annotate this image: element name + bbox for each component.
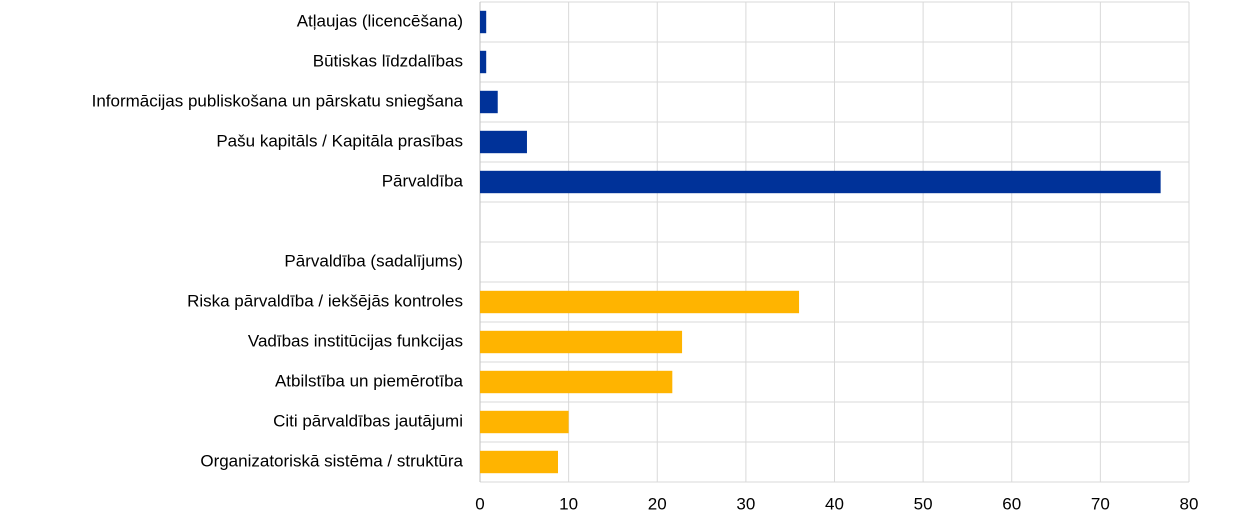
- x-tick-label: 40: [825, 494, 844, 513]
- y-tick-label: Citi pārvaldības jautājumi: [273, 411, 463, 430]
- y-tick-label: Riska pārvaldība / iekšējās kontroles: [187, 291, 463, 310]
- bar: [480, 10, 487, 34]
- y-tick-label: Vadības institūcijas funkcijas: [248, 331, 463, 350]
- bar: [480, 50, 487, 74]
- bar: [480, 290, 800, 314]
- x-tick-label: 20: [648, 494, 667, 513]
- y-tick-label: Pārvaldība: [382, 171, 464, 190]
- y-tick-label: Pārvaldība (sadalījums): [284, 251, 463, 270]
- x-tick-label: 10: [559, 494, 578, 513]
- y-tick-label: Atbilstība un piemērotība: [275, 371, 464, 390]
- bar: [480, 450, 558, 474]
- x-tick-label: 70: [1091, 494, 1110, 513]
- y-tick-label: Informācijas publiskošana un pārskatu sn…: [92, 91, 464, 110]
- x-tick-label: 60: [1002, 494, 1021, 513]
- bar: [480, 130, 527, 154]
- x-tick-label: 0: [475, 494, 484, 513]
- y-tick-label: Būtiskas līdzdalības: [313, 51, 463, 70]
- bar: [480, 90, 498, 114]
- y-tick-label: Pašu kapitāls / Kapitāla prasības: [216, 131, 463, 150]
- y-tick-label: Atļaujas (licencēšana): [297, 11, 463, 30]
- x-tick-label: 50: [914, 494, 933, 513]
- bar: [480, 410, 569, 434]
- y-tick-label: Organizatoriskā sistēma / struktūra: [200, 451, 463, 470]
- bar: [480, 330, 683, 354]
- x-tick-label: 30: [736, 494, 755, 513]
- x-tick-label: 80: [1180, 494, 1199, 513]
- bar: [480, 370, 673, 394]
- bar: [480, 170, 1161, 194]
